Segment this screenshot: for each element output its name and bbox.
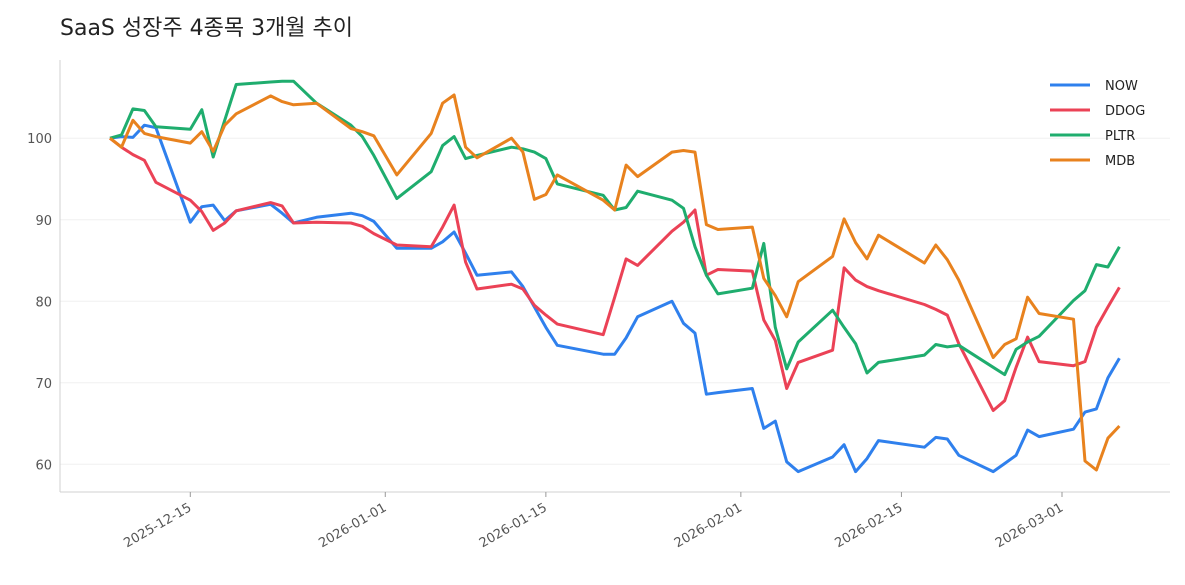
- x-tick-label: 2026-02-01: [672, 500, 745, 551]
- chart-title: SaaS 성장주 4종목 3개월 추이: [60, 16, 353, 41]
- series-line-now: [109, 123, 1121, 474]
- y-tick-label: 80: [35, 295, 52, 310]
- y-tick-label: 90: [35, 214, 52, 229]
- x-axis-ticks: 2025-12-15 2026-01-01 2026-01-15 2026-02-01…: [121, 492, 1066, 551]
- legend-label-now: NOW: [1105, 79, 1138, 94]
- axes: [59, 60, 1170, 493]
- y-tick-label: 100: [27, 132, 52, 147]
- legend-label-mdb: MDB: [1105, 154, 1135, 169]
- series-line-ddog: [109, 137, 1121, 412]
- y-tick-label: 70: [35, 377, 52, 392]
- x-tick-label: 2026-03-01: [993, 500, 1066, 551]
- series-lines: [109, 79, 1121, 474]
- series-line-pltr: [109, 79, 1121, 377]
- x-tick-label: 2026-01-15: [477, 500, 550, 551]
- x-tick-label: 2026-01-01: [316, 500, 389, 551]
- series-line-mdb: [109, 93, 1121, 472]
- x-tick-label: 2026-02-15: [832, 500, 905, 551]
- x-tick-label: 2025-12-15: [121, 500, 194, 551]
- legend-label-pltr: PLTR: [1105, 129, 1135, 144]
- legend-label-ddog: DDOG: [1105, 104, 1145, 119]
- y-tick-label: 60: [35, 458, 52, 473]
- legend: NOW DDOG PLTR MDB: [1050, 79, 1145, 169]
- y-axis-ticks: 60 70 80 90 100: [27, 132, 52, 473]
